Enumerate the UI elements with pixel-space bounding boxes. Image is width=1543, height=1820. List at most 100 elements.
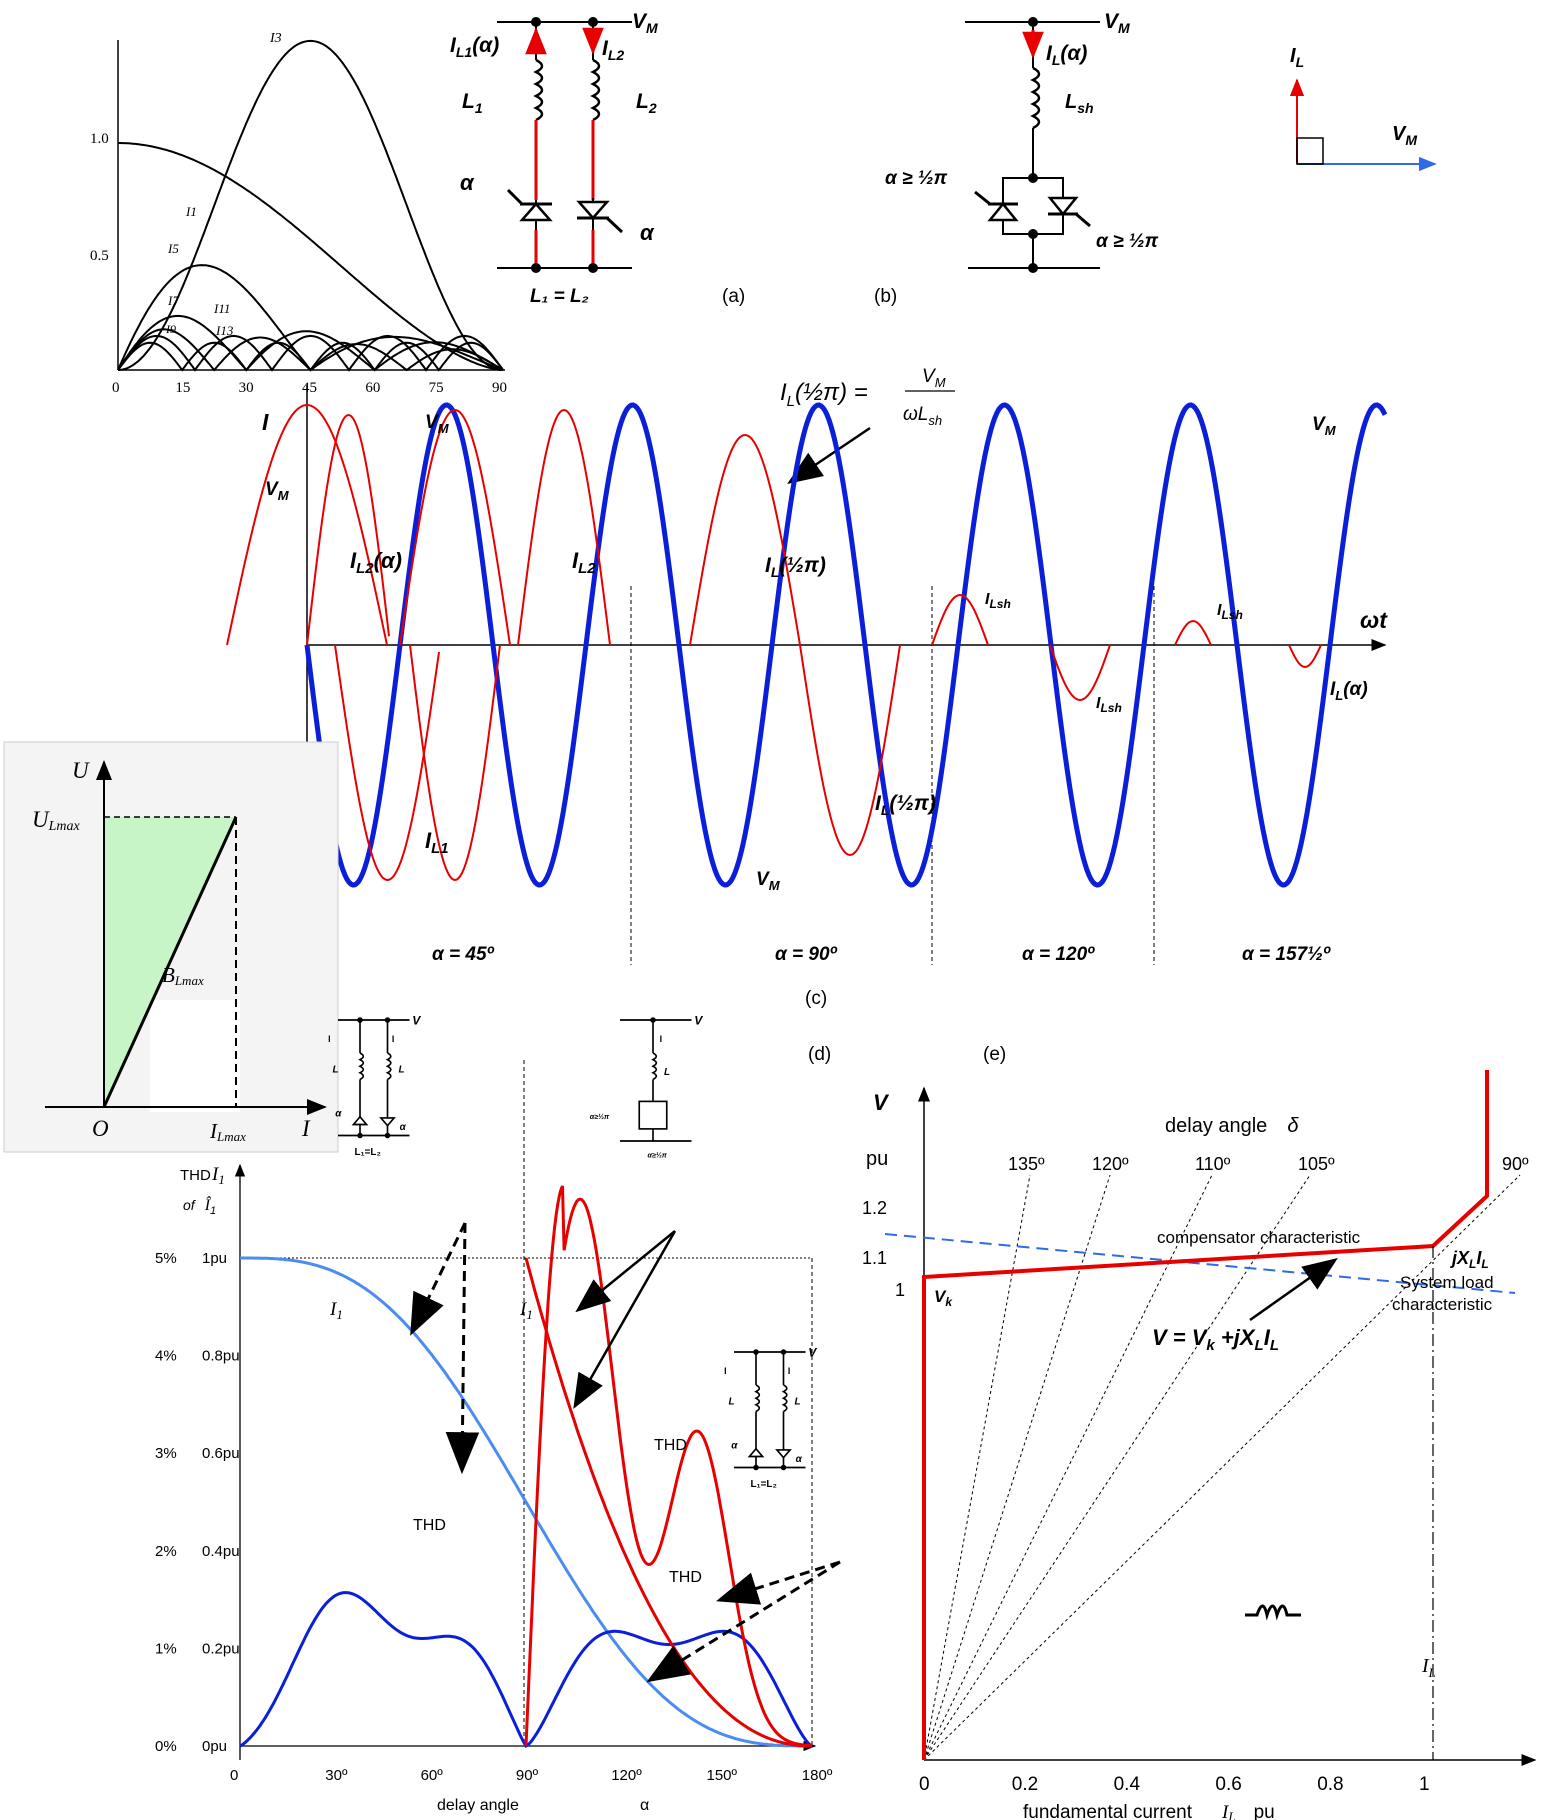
- panel-a-caption: (a): [722, 286, 745, 307]
- mini-tsr-circuit: V I Lα≥½π α≥½π: [590, 1013, 704, 1159]
- harmonics-ytick-1: 1.0: [90, 131, 109, 147]
- angle-120: 120º: [1092, 1154, 1129, 1174]
- panel-a-alpha-left: α: [460, 170, 475, 195]
- il1-label: IL1: [425, 828, 449, 857]
- svg-text:L: L: [399, 1064, 405, 1075]
- svg-text:I: I: [788, 1366, 790, 1376]
- vm-voltage-wave: [304, 402, 1388, 888]
- panel-e-pu-label: pu: [866, 1148, 888, 1170]
- i1-tcr-curve: [240, 1256, 812, 1748]
- delay-angle-lines: [923, 1174, 1521, 1761]
- u-axis-label: U: [72, 758, 90, 783]
- inductor-l1-icon: [533, 58, 544, 122]
- panel-d-x-label-alpha: α: [640, 1797, 649, 1814]
- panel-c-x-label: ωt: [1360, 607, 1388, 633]
- il-half-pi-label-1: IL(½π): [765, 554, 826, 580]
- thd-tsr-curve: [524, 1185, 813, 1748]
- harmonic-curve: [117, 314, 504, 372]
- ulmax-label: ULmax: [32, 807, 81, 834]
- harmonics-ytick-05: 0.5: [90, 248, 109, 264]
- mini-tcr-circuit-1: V I I L Lα α L₁=L₂: [328, 1013, 421, 1157]
- svg-text:α: α: [796, 1454, 803, 1465]
- il2-alpha-label: IL2(α): [350, 548, 402, 577]
- vk-label: Vk: [934, 1287, 953, 1309]
- il-half-pi-label-2: IL(½π): [875, 792, 936, 818]
- delay-angle-line: [923, 1174, 1213, 1761]
- panel-a-equal: L₁ = L₂: [530, 286, 589, 307]
- formula-pointer-arrow: [787, 426, 871, 484]
- panel-a-vm: VM: [632, 10, 658, 36]
- harmonic-label-i9: I9: [165, 322, 176, 336]
- panel-c-y-label: I: [262, 409, 269, 435]
- svg-text:I: I: [392, 1034, 394, 1044]
- panel-b-alpha-right: α ≥ ½π: [1096, 231, 1159, 252]
- svg-text:I: I: [724, 1366, 726, 1376]
- harmonic-curve: [117, 341, 504, 372]
- svg-text:α: α: [335, 1108, 342, 1119]
- harmonics-plot: 0 15 30 45 60 75 90 1.0 0.5 I3 I1 I5 I7 I9 I11…: [90, 31, 507, 396]
- vm-label-1: VM: [425, 412, 450, 436]
- thyristor-a1-icon: [506, 188, 553, 230]
- ilmax-label: ILmax: [209, 1119, 246, 1144]
- thd-pct-tick: 4%: [155, 1348, 177, 1365]
- phasor-il: IL: [1290, 45, 1304, 70]
- svg-text:L: L: [333, 1064, 339, 1075]
- vm-label-3: VM: [756, 869, 781, 893]
- angle-135: 135º: [1008, 1154, 1045, 1174]
- current-segment: [517, 408, 611, 646]
- fundamental-current-tick: 0.2: [1012, 1774, 1038, 1795]
- harmonic-label-i11: I11: [213, 301, 230, 316]
- svg-text:α: α: [400, 1122, 407, 1133]
- ilsh-label-2: ILsh: [1096, 695, 1122, 715]
- harmonics-xtick: 15: [175, 380, 190, 396]
- thd-of-label: of Î1: [183, 1195, 216, 1217]
- current-segment: [1288, 644, 1322, 669]
- mini-tcr-circuit-2: V I I L Lα α L₁=L₂: [724, 1345, 817, 1489]
- svg-text:L₁=L₂: L₁=L₂: [355, 1147, 381, 1158]
- current-segment: [931, 593, 989, 646]
- thd-pct-tick: 1%: [155, 1640, 177, 1657]
- panel-c-waveforms: IL(½π) = VM ωLsh I VM VM VM VM ωt IL2(α)…: [226, 366, 1388, 1009]
- current-segment: [1049, 644, 1111, 702]
- ilsh-label-3: ILsh: [1217, 602, 1243, 622]
- panel-d-caption: (d): [808, 1044, 831, 1065]
- i1-pu-tick: 0.2pu: [202, 1640, 240, 1657]
- panel-a-circuit: VM IL1(α) IL2 L1: [450, 10, 745, 307]
- system-load-label-1: System load: [1400, 1273, 1494, 1292]
- panel-a-alpha-right: α: [640, 220, 655, 245]
- harmonic-label-i7: I7: [167, 293, 179, 308]
- angle-105: 105º: [1298, 1154, 1335, 1174]
- svg-text:L: L: [664, 1067, 670, 1078]
- delay-angle-tick: 60º: [421, 1767, 444, 1784]
- compensator-label: compensator characteristic: [1157, 1228, 1361, 1247]
- vm-label-2: VM: [1312, 414, 1337, 438]
- phasor-vm: VM: [1392, 123, 1417, 148]
- panel-b-lsh: Lsh: [1065, 91, 1094, 116]
- i1-pu-tick: 0pu: [202, 1738, 227, 1755]
- thd-title: THD: [180, 1167, 211, 1184]
- il-alpha-label: IL(α): [1330, 679, 1368, 703]
- panel-a-il2: IL2: [602, 37, 624, 63]
- delay-angle-line: [923, 1174, 1521, 1761]
- inductor-lsh-icon: [1030, 66, 1041, 130]
- harmonics-xtick: 60: [365, 380, 380, 396]
- harmonics-curves: [117, 39, 504, 372]
- current-segment: [1174, 619, 1212, 646]
- svg-text:L₁=L₂: L₁=L₂: [751, 1479, 777, 1490]
- harmonic-label-i3: I3: [269, 31, 282, 46]
- delay-angle-line: [923, 1174, 1111, 1761]
- ilsh-label-1: ILsh: [985, 591, 1011, 611]
- current-segment: [226, 403, 388, 646]
- fundamental-current-tick: 0: [919, 1774, 930, 1795]
- i1-curve-label-1: I1: [329, 1299, 343, 1322]
- fundamental-current-tick: 1: [1419, 1774, 1430, 1795]
- panel-b-vm: VM: [1104, 10, 1130, 36]
- current-segment: [689, 434, 801, 646]
- harmonics-xtick: 75: [429, 380, 444, 396]
- harmonics-xtick: 0: [112, 380, 120, 396]
- panel-d-x-ticks: 0 30º 60º 90º 120º 150º 180º: [230, 1767, 833, 1784]
- i1-axis-label: I1: [211, 1164, 225, 1187]
- harmonics-xtick: 45: [302, 380, 317, 396]
- origin-label: O: [92, 1116, 109, 1141]
